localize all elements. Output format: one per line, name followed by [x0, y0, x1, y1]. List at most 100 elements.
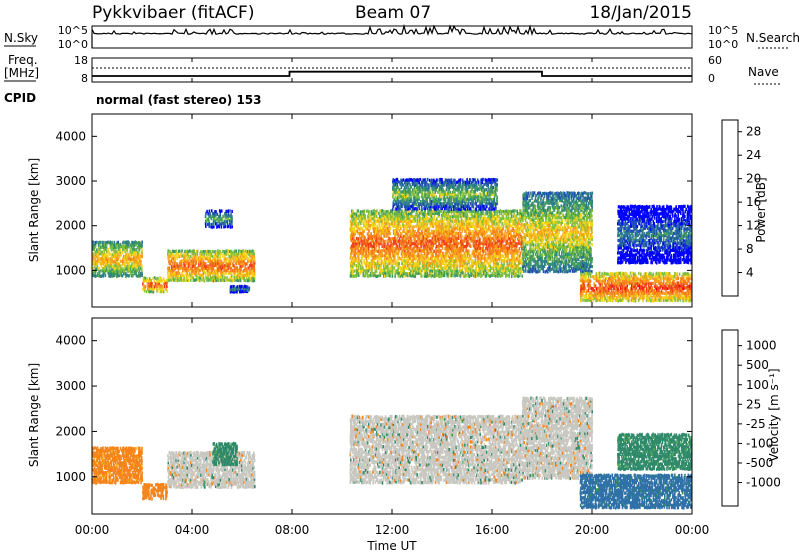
power-cell — [242, 284, 244, 289]
power-cell — [409, 190, 412, 194]
power-cell — [466, 274, 469, 278]
power-cell — [418, 185, 421, 189]
power-cell — [129, 245, 131, 249]
power-cell — [372, 221, 375, 225]
power-cell — [409, 214, 411, 218]
power-cell — [376, 224, 378, 228]
power-cell — [383, 254, 386, 258]
power-cell — [251, 273, 254, 278]
power-cell — [502, 236, 504, 241]
power-cell — [385, 266, 387, 270]
power-cell — [431, 246, 434, 251]
power-cell — [424, 205, 426, 209]
power-cell — [439, 251, 442, 255]
power-cell — [380, 212, 383, 216]
power-cell — [247, 273, 250, 277]
power-cell — [253, 259, 256, 263]
power-cell — [421, 200, 424, 204]
power-cell — [472, 216, 474, 220]
power-cell — [440, 227, 442, 231]
power-cell — [174, 273, 176, 277]
power-cell — [432, 187, 434, 192]
power-cell — [229, 209, 231, 213]
power-cell — [441, 261, 444, 266]
power-cell — [374, 274, 377, 278]
power-cell — [404, 188, 407, 192]
power-cell — [484, 236, 487, 240]
power-cell — [224, 259, 226, 263]
power-cell — [172, 254, 175, 258]
power-cell — [379, 266, 381, 270]
power-cell — [395, 239, 397, 243]
power-cell — [425, 254, 428, 258]
power-cell — [121, 245, 124, 249]
power-cell — [403, 199, 406, 203]
power-cell — [226, 249, 228, 253]
power-cell — [416, 246, 419, 250]
power-cell — [180, 278, 183, 282]
power-cell — [212, 264, 215, 268]
power-cell — [420, 254, 422, 258]
power-cell — [214, 212, 217, 216]
power-cell — [427, 210, 429, 214]
power-cell — [358, 256, 361, 261]
power-cell — [444, 224, 446, 228]
power-cell — [458, 264, 461, 268]
power-cell — [399, 239, 402, 243]
power-cell — [388, 222, 391, 226]
power-cell — [473, 244, 475, 248]
power-cell — [123, 257, 126, 261]
power-cell — [485, 224, 487, 228]
power-cell — [375, 230, 377, 234]
power-cell — [397, 247, 399, 251]
power-cell — [480, 266, 482, 270]
power-cell — [484, 212, 487, 216]
power-cell — [128, 252, 131, 256]
power-cell — [515, 264, 517, 268]
power-cell — [505, 237, 507, 241]
power-cell — [394, 224, 396, 228]
power-cell — [405, 186, 408, 190]
power-cell — [395, 224, 397, 228]
power-cell — [476, 271, 479, 275]
power-cell — [394, 249, 396, 254]
power-cell — [488, 239, 491, 243]
power-cell — [465, 239, 467, 243]
power-cell — [499, 241, 502, 245]
power-cell — [432, 199, 434, 203]
power-cell — [470, 220, 472, 224]
power-cell — [237, 288, 239, 292]
power-cell — [380, 269, 383, 273]
power-cell — [485, 274, 488, 278]
power-cell — [117, 274, 119, 278]
power-cell — [495, 269, 498, 273]
power-cell — [418, 195, 421, 199]
power-cell — [446, 234, 448, 238]
power-cell — [514, 229, 516, 233]
power-cell — [433, 230, 436, 234]
power-cell — [191, 273, 193, 277]
power-cell — [231, 209, 233, 214]
power-cell — [208, 249, 210, 254]
power-cell — [217, 251, 219, 255]
power-cell — [463, 251, 466, 255]
power-cell — [515, 227, 517, 231]
power-cell — [113, 245, 116, 249]
power-cell — [235, 274, 237, 278]
power-cell — [394, 234, 396, 238]
power-cell — [237, 279, 240, 283]
power-cell — [401, 269, 403, 273]
power-cell — [215, 259, 217, 263]
power-cell — [515, 246, 518, 250]
power-cell — [447, 272, 449, 276]
power-cell — [102, 267, 105, 271]
power-cell — [369, 245, 371, 249]
frequency-series — [92, 70, 692, 77]
power-cell — [437, 236, 439, 240]
power-cell — [196, 273, 199, 277]
power-cell — [501, 253, 504, 257]
power-cell — [421, 266, 424, 270]
power-cell — [452, 234, 454, 238]
power-cell — [407, 186, 410, 190]
power-cell — [204, 266, 207, 270]
